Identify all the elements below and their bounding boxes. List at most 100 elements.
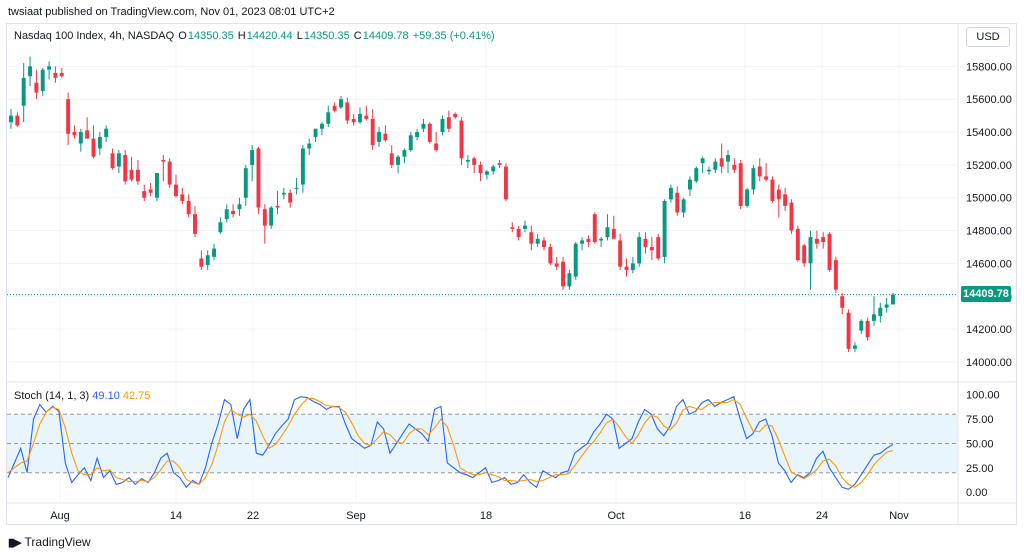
candle-body: [326, 112, 331, 124]
candle-body: [783, 194, 788, 206]
candle-body: [757, 166, 762, 177]
candle-body: [53, 72, 58, 78]
footer-brand-label: TradingView: [24, 535, 91, 549]
candle-body: [611, 228, 616, 239]
candle-body: [465, 159, 470, 162]
candle-body: [154, 173, 159, 198]
candle-body: [47, 66, 52, 70]
price-tick-label: 15000.00: [966, 193, 1012, 205]
candle-body: [738, 163, 743, 206]
candle-body: [345, 102, 350, 121]
price-tick-label: 15600.00: [966, 94, 1012, 106]
stoch-tick-label: 50.00: [966, 438, 994, 450]
candle-body: [745, 189, 750, 206]
candle-body: [142, 191, 147, 198]
stoch-legend: Stoch (14, 1, 3) 49.10 42.75: [14, 390, 150, 402]
candle-body: [78, 132, 83, 144]
candle-body: [148, 189, 153, 193]
time-tick-label: 24: [816, 510, 828, 522]
candle-body: [123, 155, 128, 182]
candle-body: [250, 150, 255, 165]
candle-body: [186, 201, 191, 215]
last-price-tag: 14409.78: [961, 286, 1011, 302]
candle-body: [700, 158, 705, 164]
candle-body: [694, 168, 699, 182]
candle-body: [110, 153, 115, 169]
price-tick-label: 14000.00: [966, 357, 1012, 369]
candle-body: [218, 222, 223, 233]
time-tick-label: Aug: [50, 510, 70, 522]
candle-body: [434, 143, 439, 151]
candle-body: [40, 69, 45, 91]
low-label: L: [296, 30, 303, 42]
time-tick-label: 14: [170, 510, 182, 522]
candle-body: [262, 209, 267, 226]
candle-body: [300, 148, 305, 185]
candle-body: [548, 246, 553, 264]
candle-body: [478, 164, 483, 174]
candle-body: [459, 120, 464, 159]
candle-body: [789, 202, 794, 231]
candle-body: [338, 99, 343, 108]
candle-body: [199, 258, 204, 267]
change-value: +59.35 (+0.41%): [412, 30, 495, 42]
candle-body: [732, 164, 737, 170]
stoch-tick-label: 100.00: [966, 390, 1000, 402]
candle-body: [389, 153, 394, 165]
stoch-tick-label: 0.00: [966, 487, 987, 499]
candle-body: [859, 320, 864, 331]
price-tick-label: 14600.00: [966, 258, 1012, 270]
candle-body: [573, 243, 578, 277]
candle-body: [649, 246, 654, 251]
candle-body: [675, 192, 680, 213]
candle-body: [865, 320, 870, 338]
candle-body: [243, 168, 248, 198]
candle-body: [28, 66, 33, 77]
stoch-tick-label: 75.00: [966, 414, 994, 426]
close-label: C: [353, 30, 362, 42]
candle-body: [415, 132, 420, 137]
candle-body: [871, 314, 876, 321]
candle-body: [852, 345, 857, 349]
candle-body: [104, 128, 109, 137]
candle-body: [256, 148, 261, 208]
stoch-name: Stoch (14, 1, 3): [14, 390, 90, 402]
candle-body: [472, 158, 477, 165]
candle-body: [827, 233, 832, 270]
candle-body: [364, 115, 369, 119]
candle-body: [764, 176, 769, 180]
candle-body: [840, 296, 845, 308]
candle-body: [66, 99, 71, 134]
candle-body: [237, 204, 242, 210]
low-value: 14350.35: [303, 30, 350, 42]
candle-body: [510, 227, 515, 229]
candle-body: [643, 238, 648, 247]
candle-body: [116, 153, 121, 167]
candle-body: [224, 209, 229, 220]
candle-body: [231, 210, 236, 215]
candle-body: [795, 228, 800, 261]
candle-body: [97, 136, 102, 149]
candle-body: [34, 82, 39, 93]
candle-body: [630, 263, 635, 270]
candle-body: [59, 72, 64, 77]
candle-body: [681, 199, 686, 213]
candle-body: [713, 161, 718, 170]
currency-button[interactable]: USD: [966, 27, 1010, 47]
time-tick-label: Sep: [346, 510, 366, 522]
tradingview-logo-icon: ▮▶: [8, 536, 21, 549]
high-value: 14420.44: [246, 30, 293, 42]
candle-body: [802, 245, 807, 264]
candle-body: [605, 227, 610, 238]
stoch-k-line: [7, 395, 894, 490]
candle-body: [516, 228, 521, 238]
chart-frame: [6, 23, 1017, 525]
candle-body: [624, 266, 629, 270]
open-value: 14350.35: [187, 30, 234, 42]
candle-body: [281, 192, 286, 195]
price-tick-label: 15400.00: [966, 127, 1012, 139]
candle-body: [205, 255, 210, 266]
time-tick-label: 18: [480, 510, 492, 522]
footer-brand[interactable]: ▮▶ TradingView: [8, 535, 91, 549]
